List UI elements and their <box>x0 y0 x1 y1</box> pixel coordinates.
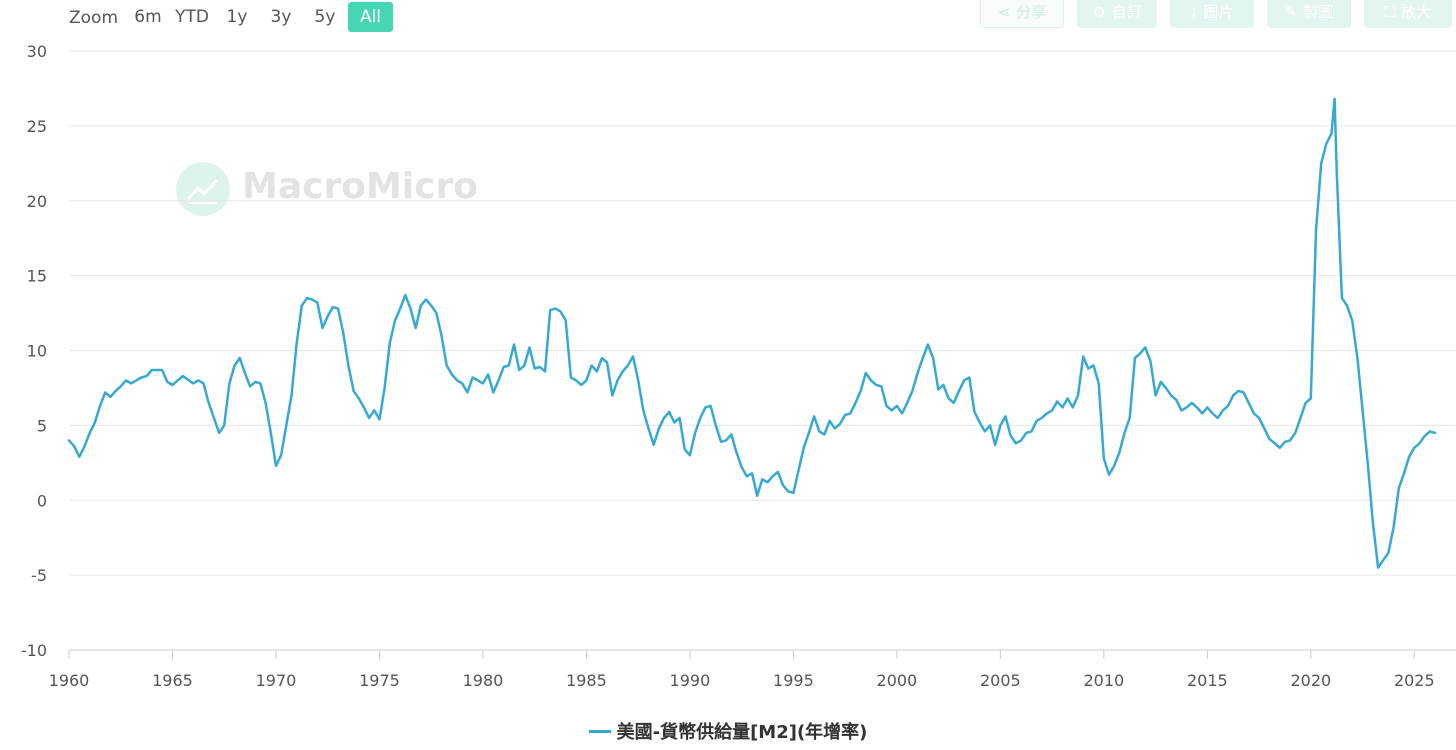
y-tick-label: -5 <box>31 566 47 585</box>
x-tick-label: 1995 <box>773 671 814 690</box>
x-axis-ticks: 1960 1965 1970 1975 1980 1985 1990 1995 2000 2005… <box>49 650 1435 690</box>
download-icon: ⤓ <box>1190 3 1198 21</box>
legend-swatch <box>588 729 611 733</box>
x-tick-label: 2010 <box>1083 671 1124 690</box>
share-icon: ⋖ <box>997 3 1011 21</box>
x-tick-label: 1960 <box>49 671 90 690</box>
x-tick-label: 1985 <box>566 671 607 690</box>
watermark-chart-icon <box>176 162 230 216</box>
zoom-6m-button[interactable]: 6m <box>134 7 162 27</box>
zoom-1y-button[interactable]: 1y <box>226 7 248 27</box>
zoom-5y-button[interactable]: 5y <box>314 7 336 27</box>
x-tick-label: 1970 <box>256 671 297 690</box>
expand-icon: ⛶ <box>1384 3 1396 21</box>
pencil-icon: ✎ <box>1284 3 1298 21</box>
image-button[interactable]: ⤓ 圖片 <box>1170 0 1254 28</box>
y-tick-label: -10 <box>21 641 47 660</box>
y-tick-label: 10 <box>27 342 47 361</box>
x-tick-label: 2020 <box>1290 671 1331 690</box>
gear-icon: ⚙ <box>1092 3 1106 21</box>
customize-button[interactable]: ⚙ 自訂 <box>1077 0 1157 28</box>
customize-label: 自訂 <box>1111 3 1142 21</box>
x-tick-label: 1990 <box>670 671 711 690</box>
x-tick-label: 2005 <box>980 671 1021 690</box>
x-tick-label: 2000 <box>877 671 918 690</box>
image-label: 圖片 <box>1203 3 1234 21</box>
y-tick-label: 30 <box>27 42 47 61</box>
draw-button[interactable]: ✎ 製圖 <box>1267 0 1351 28</box>
zoom-label: Zoom <box>69 8 119 28</box>
x-tick-label: 1965 <box>152 671 193 690</box>
x-tick-label: 1975 <box>359 671 400 690</box>
y-axis-ticks: -10 -5 0 5 10 15 20 25 30 <box>21 42 47 660</box>
zoom-3y-button[interactable]: 3y <box>270 7 292 27</box>
zoom-ytd-button[interactable]: YTD <box>175 7 209 27</box>
y-tick-label: 5 <box>37 416 47 435</box>
grid-lines <box>69 50 1456 576</box>
chart-legend[interactable]: 美國-貨幣供給量[M2](年增率) <box>0 718 1456 744</box>
expand-button[interactable]: ⛶ 放大 <box>1364 0 1452 28</box>
x-tick-label: 2015 <box>1187 671 1228 690</box>
expand-label: 放大 <box>1401 3 1432 21</box>
y-tick-label: 20 <box>27 192 47 211</box>
share-label: 分享 <box>1016 3 1047 21</box>
y-tick-label: 15 <box>27 267 47 286</box>
legend-label: 美國-貨幣供給量[M2](年增率) <box>616 722 868 743</box>
x-tick-label: 1980 <box>463 671 504 690</box>
y-tick-label: 25 <box>27 117 47 136</box>
x-tick-label: 2025 <box>1394 671 1435 690</box>
zoom-all-button[interactable]: All <box>348 2 393 32</box>
share-button[interactable]: ⋖ 分享 <box>980 0 1064 28</box>
y-tick-label: 0 <box>37 491 47 510</box>
watermark-text: MacroMicro <box>242 166 478 207</box>
draw-label: 製圖 <box>1303 3 1334 21</box>
